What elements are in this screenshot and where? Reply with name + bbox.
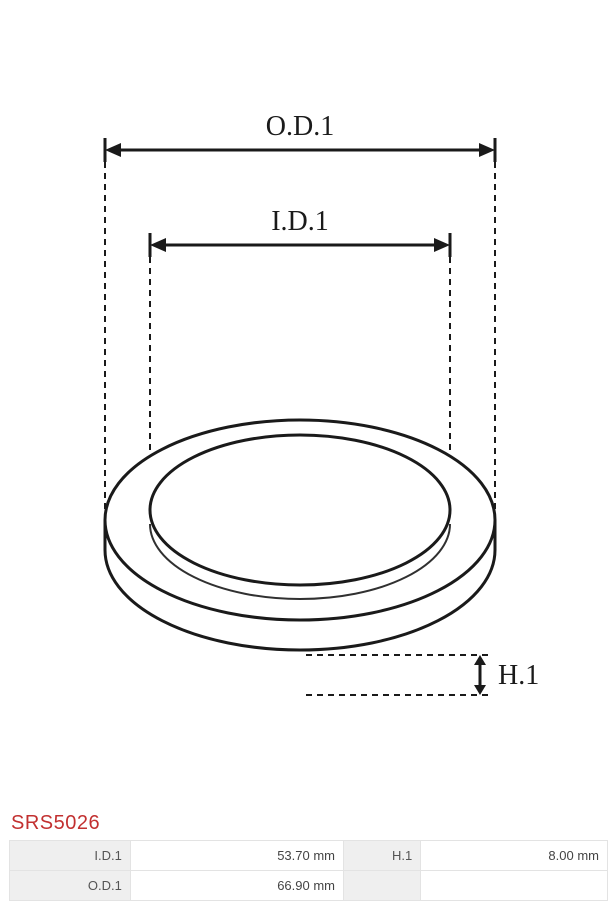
spec-label	[344, 871, 421, 901]
table-row: O.D.1 66.90 mm	[10, 871, 608, 901]
product-code: SRS5026	[11, 812, 100, 835]
spec-label: O.D.1	[10, 871, 131, 901]
spec-label: I.D.1	[10, 841, 131, 871]
diagram-svg: O.D.1 I.D.1 H.1	[100, 100, 560, 720]
spec-table: I.D.1 53.70 mm H.1 8.00 mm O.D.1 66.90 m…	[9, 840, 608, 901]
spec-value	[421, 871, 608, 901]
svg-text:H.1: H.1	[498, 660, 539, 691]
table-row: I.D.1 53.70 mm H.1 8.00 mm	[10, 841, 608, 871]
dimension-diagram: O.D.1 I.D.1 H.1	[100, 100, 560, 720]
svg-text:O.D.1: O.D.1	[266, 111, 334, 142]
spec-value: 53.70 mm	[130, 841, 343, 871]
spec-value: 8.00 mm	[421, 841, 608, 871]
spec-value: 66.90 mm	[130, 871, 343, 901]
svg-text:I.D.1: I.D.1	[271, 206, 329, 237]
spec-label: H.1	[344, 841, 421, 871]
